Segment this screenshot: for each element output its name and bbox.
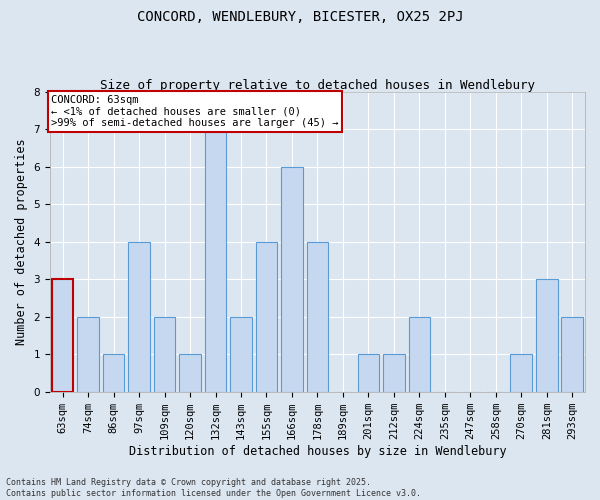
Bar bbox=[358, 354, 379, 392]
X-axis label: Distribution of detached houses by size in Wendlebury: Distribution of detached houses by size … bbox=[128, 444, 506, 458]
Bar bbox=[77, 317, 99, 392]
Bar bbox=[154, 317, 175, 392]
Bar bbox=[103, 354, 124, 392]
Bar bbox=[536, 280, 557, 392]
Bar bbox=[281, 167, 303, 392]
Bar bbox=[307, 242, 328, 392]
Bar bbox=[52, 280, 73, 392]
Bar bbox=[409, 317, 430, 392]
Text: CONCORD, WENDLEBURY, BICESTER, OX25 2PJ: CONCORD, WENDLEBURY, BICESTER, OX25 2PJ bbox=[137, 10, 463, 24]
Bar bbox=[205, 130, 226, 392]
Bar bbox=[179, 354, 201, 392]
Text: Contains HM Land Registry data © Crown copyright and database right 2025.
Contai: Contains HM Land Registry data © Crown c… bbox=[6, 478, 421, 498]
Bar bbox=[128, 242, 150, 392]
Bar bbox=[230, 317, 252, 392]
Bar bbox=[256, 242, 277, 392]
Title: Size of property relative to detached houses in Wendlebury: Size of property relative to detached ho… bbox=[100, 79, 535, 92]
Bar bbox=[562, 317, 583, 392]
Bar bbox=[511, 354, 532, 392]
Y-axis label: Number of detached properties: Number of detached properties bbox=[15, 138, 28, 345]
Text: CONCORD: 63sqm
← <1% of detached houses are smaller (0)
>99% of semi-detached ho: CONCORD: 63sqm ← <1% of detached houses … bbox=[51, 95, 338, 128]
Bar bbox=[383, 354, 405, 392]
